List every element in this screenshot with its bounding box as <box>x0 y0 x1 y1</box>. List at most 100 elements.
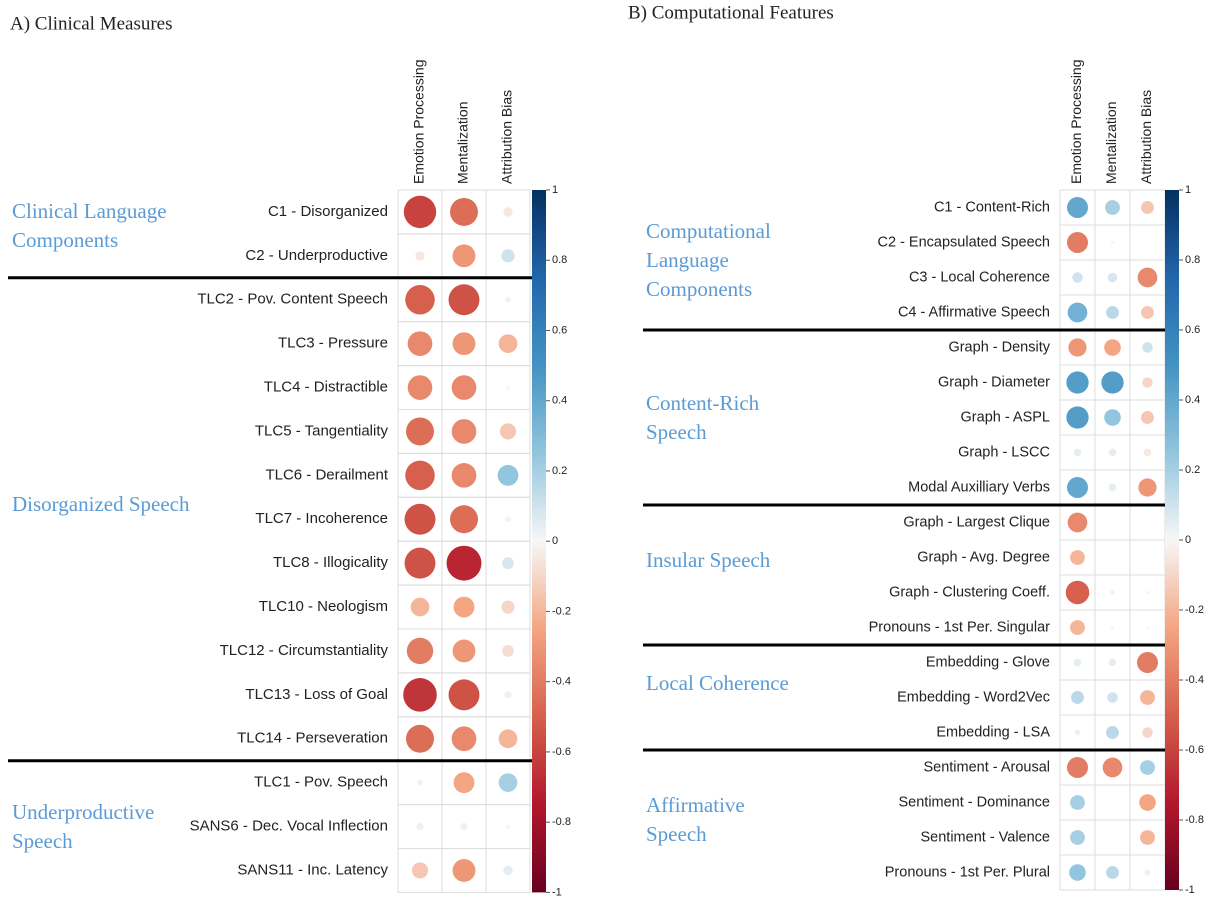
corr-circle <box>1104 409 1121 426</box>
corr-circle <box>460 822 468 831</box>
corr-circle <box>416 822 424 831</box>
panel-title: A) Clinical Measures <box>10 13 173 34</box>
colorbar-tick-label: -1 <box>552 886 562 898</box>
row-label: Graph - ASPL <box>961 409 1050 425</box>
colorbar-tick-label: 0 <box>1185 534 1191 546</box>
corr-circle <box>1110 625 1115 630</box>
colorbar-tick-label: 0.2 <box>552 465 567 477</box>
corr-circle <box>410 597 430 617</box>
row-label: Embedding - LSA <box>936 724 1050 740</box>
corr-circle <box>1110 240 1115 245</box>
corr-circle <box>1140 830 1155 845</box>
corr-circle <box>1137 267 1158 288</box>
corr-circle <box>1107 272 1118 283</box>
group-label: Clinical Language Components <box>12 198 167 252</box>
corr-circle <box>450 197 478 226</box>
corr-circle <box>405 460 435 491</box>
cell <box>485 848 531 893</box>
corr-circle <box>1069 864 1086 881</box>
corr-circle <box>453 772 475 794</box>
colorbar-tick-label: 0.6 <box>552 324 567 336</box>
corr-circle <box>406 417 434 446</box>
corr-circle <box>498 334 518 353</box>
colorbar-tick-label: -1 <box>1185 884 1195 896</box>
corr-circle <box>1102 757 1123 778</box>
column-label: Attribution Bias <box>1138 90 1154 184</box>
group-label: Content-Rich Speech <box>646 390 760 444</box>
corr-circle <box>404 547 436 579</box>
colorbar-tick-label: 0.4 <box>552 395 567 407</box>
row-label: Graph - Diameter <box>938 374 1050 390</box>
corr-circle <box>1066 476 1089 499</box>
row-label: C3 - Local Coherence <box>909 269 1050 285</box>
row-label: SANS11 - Inc. Latency <box>237 861 388 878</box>
corr-circle <box>1106 726 1119 739</box>
row-label: SANS6 - Dec. Vocal Inflection <box>190 818 388 835</box>
corr-circle <box>403 678 437 712</box>
row-label: C1 - Content-Rich <box>934 199 1050 215</box>
corr-circle <box>407 375 433 400</box>
row-label: C2 - Encapsulated Speech <box>878 234 1051 250</box>
corr-circle <box>417 779 423 786</box>
row-label: Graph - Avg. Degree <box>917 549 1050 565</box>
cell <box>1129 224 1166 261</box>
row-label: Sentiment - Dominance <box>898 794 1050 810</box>
cell <box>1129 539 1166 576</box>
row-label: Sentiment - Valence <box>921 829 1051 845</box>
row-label: TLC5 - Tangentiality <box>255 422 389 439</box>
corr-circle <box>1066 371 1089 394</box>
colorbar-tick-label: 0.8 <box>552 254 567 266</box>
column-label: Emotion Processing <box>1068 59 1084 184</box>
row-label: Pronouns - 1st Per. Singular <box>869 619 1051 635</box>
corr-circle <box>452 859 476 882</box>
group-label: Local Coherence <box>646 670 789 695</box>
corr-circle <box>1106 866 1119 879</box>
colorbar-tick-label: -0.8 <box>552 816 571 828</box>
row-label: TLC12 - Circumstantiality <box>220 642 389 659</box>
colorbar <box>532 190 546 893</box>
cell <box>1129 504 1166 541</box>
corr-circle <box>1142 377 1153 388</box>
corr-circle <box>1072 272 1083 283</box>
group-label: Computational Language Components <box>646 218 771 301</box>
row-label: Graph - Clustering Coeff. <box>889 584 1050 600</box>
corr-circle <box>1145 625 1150 630</box>
corr-circle <box>448 679 480 711</box>
corr-circle <box>1141 306 1154 319</box>
row-label: Pronouns - 1st Per. Plural <box>885 864 1050 880</box>
colorbar-tick-label: 0.2 <box>1185 464 1200 476</box>
corr-circle <box>1142 342 1153 353</box>
colorbar-tick-label: -0.2 <box>552 605 571 617</box>
group-label: Underproductive Speech <box>12 799 155 853</box>
corr-circle <box>499 423 517 440</box>
corr-circle <box>1065 580 1090 605</box>
corr-circle <box>404 503 436 535</box>
panel-title: B) Computational Features <box>628 2 834 23</box>
corr-circle <box>1066 231 1089 254</box>
column-label: Mentalization <box>455 102 471 185</box>
corr-circle <box>411 862 429 879</box>
corr-circle <box>505 296 511 303</box>
row-label: TLC10 - Neologism <box>259 598 388 615</box>
corr-circle <box>501 249 515 263</box>
corr-circle <box>1108 483 1117 492</box>
corr-circle <box>1143 448 1152 457</box>
colorbar-tick-label: -0.6 <box>552 746 571 758</box>
colorbar-tick-label: -0.4 <box>1185 674 1204 686</box>
row-label: TLC1 - Pov. Speech <box>254 774 388 791</box>
corr-circle <box>1138 478 1157 497</box>
row-label: TLC13 - Loss of Goal <box>245 686 388 703</box>
corr-circle <box>451 726 477 752</box>
corr-circle <box>1105 200 1120 215</box>
colorbar-tick-label: 0 <box>552 535 558 547</box>
corr-circle <box>1068 338 1087 357</box>
group-label: Disorganized Speech <box>12 492 190 517</box>
row-label: Embedding - Glove <box>926 654 1050 670</box>
corr-circle <box>415 251 425 261</box>
row-label: TLC3 - Pressure <box>278 335 388 352</box>
colorbar <box>1165 190 1179 890</box>
colorbar-tick-label: 0.8 <box>1185 254 1200 266</box>
corr-circle <box>501 600 515 614</box>
